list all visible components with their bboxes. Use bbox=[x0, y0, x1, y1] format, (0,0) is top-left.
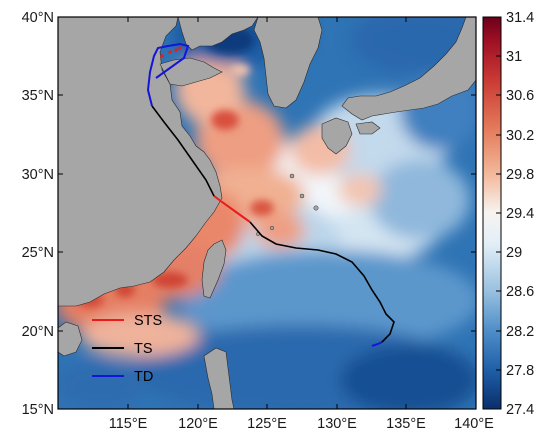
legend-label-td: TD bbox=[134, 369, 153, 385]
colorbar: 31.4 31 30.6 30.2 29.8 29.4 29 28.6 28.2… bbox=[482, 10, 534, 418]
colorbar-tick-29: 29 bbox=[506, 245, 522, 261]
land-taiwan bbox=[201, 239, 227, 299]
colorbar-tick-30.2: 30.2 bbox=[506, 128, 534, 144]
lat-label-15: 15°N bbox=[22, 402, 54, 418]
legend: STS TS TD bbox=[92, 313, 162, 385]
lon-label-130: 130°E bbox=[317, 416, 357, 432]
lon-label-140: 140°E bbox=[454, 416, 494, 432]
lat-axis: 40°N 35°N 30°N 25°N 20°N 15°N bbox=[22, 10, 54, 418]
colorbar-tick-27.4: 27.4 bbox=[506, 402, 534, 418]
land-japan bbox=[341, 17, 476, 121]
colorbar-tick-29.4: 29.4 bbox=[506, 206, 534, 222]
lon-label-125: 125°E bbox=[247, 416, 287, 432]
colorbar-tick-28.6: 28.6 bbox=[506, 284, 534, 300]
land-hainan bbox=[58, 321, 83, 357]
colorbar-tick-27.8: 27.8 bbox=[506, 363, 534, 379]
colorbar-tick-29.8: 29.8 bbox=[506, 167, 534, 183]
typhoon-track bbox=[146, 42, 395, 347]
lon-label-120: 120°E bbox=[178, 416, 218, 432]
land bbox=[58, 17, 476, 409]
lat-label-35: 35°N bbox=[22, 88, 54, 104]
lat-label-40: 40°N bbox=[22, 10, 54, 26]
track-sts bbox=[213, 195, 251, 223]
track-ts-main bbox=[249, 221, 395, 343]
lat-label-25: 25°N bbox=[22, 245, 54, 261]
legend-label-ts: TS bbox=[134, 341, 153, 357]
land-liaodong bbox=[177, 17, 259, 51]
land-kyushu bbox=[321, 117, 353, 155]
lon-label-115: 115°E bbox=[109, 416, 148, 432]
lat-label-30: 30°N bbox=[22, 167, 54, 183]
colorbar-tick-30.6: 30.6 bbox=[506, 88, 534, 104]
track-points bbox=[160, 46, 182, 58]
track-td-south bbox=[371, 341, 383, 347]
lon-label-135: 135°E bbox=[386, 416, 426, 432]
lat-label-20: 20°N bbox=[22, 324, 54, 340]
land-korea bbox=[253, 17, 323, 109]
colorbar-tick-31: 31 bbox=[506, 49, 522, 65]
track-ts-north bbox=[151, 105, 215, 197]
tick-marks bbox=[58, 17, 476, 409]
colorbar-tick-28.2: 28.2 bbox=[506, 324, 534, 340]
land-shikoku bbox=[355, 121, 381, 135]
land-luzon bbox=[203, 347, 235, 409]
track-td-north bbox=[146, 42, 190, 107]
lon-axis: 115°E 120°E 125°E 130°E 135°E 140°E bbox=[109, 416, 494, 432]
legend-label-sts: STS bbox=[134, 313, 162, 329]
colorbar-tick-31.4: 31.4 bbox=[506, 10, 534, 26]
